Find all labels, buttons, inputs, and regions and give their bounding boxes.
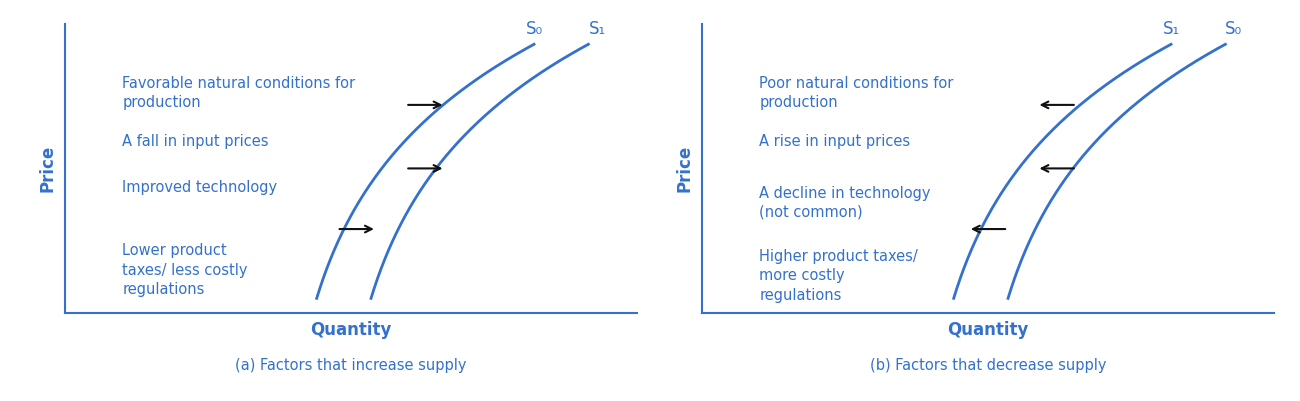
Text: A decline in technology
(not common): A decline in technology (not common) bbox=[759, 186, 931, 220]
Text: Poor natural conditions for
production: Poor natural conditions for production bbox=[759, 76, 954, 110]
X-axis label: Quantity: Quantity bbox=[948, 321, 1028, 339]
Text: S₁: S₁ bbox=[589, 20, 606, 38]
Text: Improved technology: Improved technology bbox=[122, 180, 277, 195]
Text: Higher product taxes/
more costly
regulations: Higher product taxes/ more costly regula… bbox=[759, 249, 918, 303]
Text: S₀: S₀ bbox=[1226, 20, 1243, 38]
Text: (a) Factors that increase supply: (a) Factors that increase supply bbox=[235, 358, 467, 373]
Text: Favorable natural conditions for
production: Favorable natural conditions for product… bbox=[122, 76, 355, 110]
Text: Lower product
taxes/ less costly
regulations: Lower product taxes/ less costly regulat… bbox=[122, 243, 248, 297]
Text: (b) Factors that decrease supply: (b) Factors that decrease supply bbox=[870, 358, 1106, 373]
Text: S₀: S₀ bbox=[525, 20, 542, 38]
X-axis label: Quantity: Quantity bbox=[311, 321, 391, 339]
Text: A fall in input prices: A fall in input prices bbox=[122, 134, 269, 149]
Text: S₁: S₁ bbox=[1162, 20, 1179, 38]
Y-axis label: Price: Price bbox=[676, 145, 694, 192]
Y-axis label: Price: Price bbox=[39, 145, 57, 192]
Text: A rise in input prices: A rise in input prices bbox=[759, 134, 910, 149]
